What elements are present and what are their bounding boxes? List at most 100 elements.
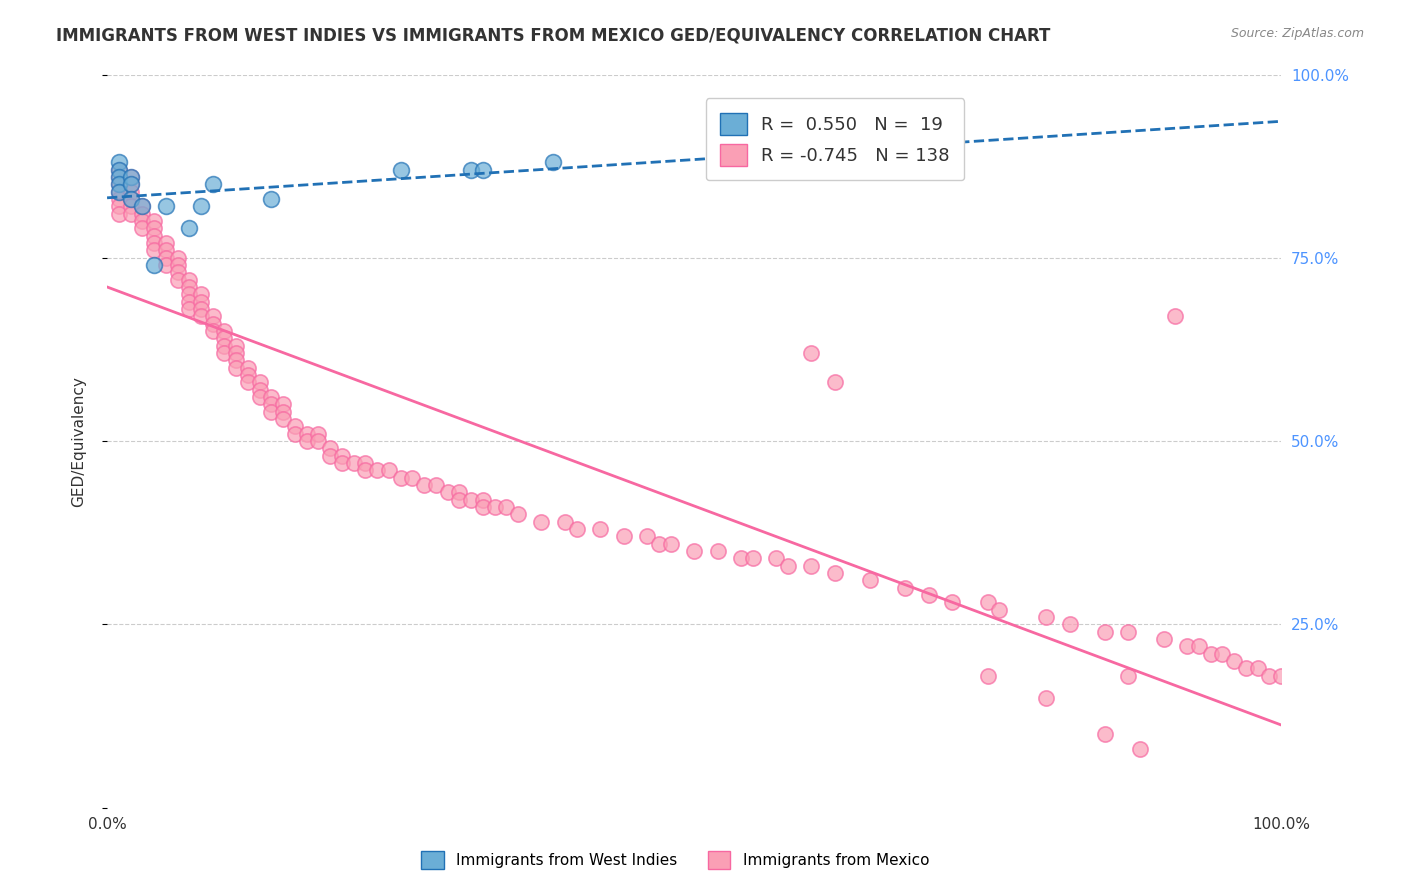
Point xyxy=(824,376,846,390)
Point xyxy=(201,324,224,338)
Point xyxy=(389,162,412,177)
Text: Source: ZipAtlas.com: Source: ZipAtlas.com xyxy=(1230,27,1364,40)
Point xyxy=(918,588,941,602)
Point xyxy=(179,294,201,309)
Point xyxy=(108,162,131,177)
Point xyxy=(120,199,142,213)
Point xyxy=(214,324,236,338)
Point xyxy=(120,178,142,192)
Point xyxy=(1175,640,1198,654)
Point xyxy=(179,302,201,317)
Point xyxy=(730,551,752,566)
Point xyxy=(565,522,588,536)
Point xyxy=(108,185,131,199)
Point xyxy=(249,390,271,404)
Point xyxy=(131,221,153,235)
Point xyxy=(120,178,142,192)
Point xyxy=(1035,610,1057,624)
Point xyxy=(330,456,353,470)
Point xyxy=(108,170,131,185)
Point xyxy=(1164,310,1187,324)
Point xyxy=(460,492,482,507)
Point xyxy=(120,192,142,206)
Point xyxy=(143,228,166,243)
Point xyxy=(343,456,366,470)
Point xyxy=(120,192,142,206)
Point xyxy=(108,170,131,185)
Point xyxy=(179,287,201,301)
Point xyxy=(271,405,294,419)
Point xyxy=(179,273,201,287)
Point xyxy=(765,551,787,566)
Point xyxy=(1094,727,1116,741)
Point xyxy=(131,207,153,221)
Point xyxy=(166,251,188,265)
Point xyxy=(131,199,153,213)
Point xyxy=(214,331,236,345)
Point xyxy=(471,492,494,507)
Point xyxy=(449,492,471,507)
Point xyxy=(260,390,283,404)
Point xyxy=(330,449,353,463)
Point xyxy=(636,529,658,543)
Point xyxy=(295,434,318,449)
Point xyxy=(530,515,553,529)
Point xyxy=(425,478,447,492)
Point xyxy=(143,258,166,272)
Point xyxy=(554,515,576,529)
Point xyxy=(354,456,377,470)
Point xyxy=(1188,640,1211,654)
Point xyxy=(236,360,259,375)
Point xyxy=(449,485,471,500)
Point xyxy=(143,236,166,251)
Point xyxy=(260,192,283,206)
Point xyxy=(108,162,131,177)
Point xyxy=(108,199,131,213)
Point xyxy=(120,185,142,199)
Point xyxy=(354,463,377,477)
Point xyxy=(401,471,423,485)
Point xyxy=(190,310,212,324)
Point xyxy=(319,442,342,456)
Point xyxy=(976,669,998,683)
Point xyxy=(166,258,188,272)
Point xyxy=(284,426,307,441)
Point xyxy=(225,360,247,375)
Point xyxy=(1270,669,1292,683)
Point xyxy=(225,339,247,353)
Point xyxy=(201,178,224,192)
Point xyxy=(859,574,882,588)
Point xyxy=(143,214,166,228)
Point xyxy=(1211,647,1233,661)
Point xyxy=(120,170,142,185)
Point xyxy=(389,471,412,485)
Legend: Immigrants from West Indies, Immigrants from Mexico: Immigrants from West Indies, Immigrants … xyxy=(415,845,935,875)
Point xyxy=(648,537,671,551)
Point xyxy=(506,508,529,522)
Point xyxy=(941,595,963,609)
Point xyxy=(378,463,401,477)
Point xyxy=(120,170,142,185)
Point xyxy=(1035,690,1057,705)
Point xyxy=(1059,617,1081,632)
Point xyxy=(541,155,564,169)
Point xyxy=(366,463,388,477)
Point xyxy=(1234,661,1257,675)
Point xyxy=(236,368,259,383)
Point xyxy=(271,412,294,426)
Point xyxy=(108,185,131,199)
Point xyxy=(683,544,706,558)
Point xyxy=(307,426,329,441)
Point xyxy=(894,581,917,595)
Text: IMMIGRANTS FROM WEST INDIES VS IMMIGRANTS FROM MEXICO GED/EQUIVALENCY CORRELATIO: IMMIGRANTS FROM WEST INDIES VS IMMIGRANT… xyxy=(56,27,1050,45)
Point xyxy=(776,558,799,573)
Point xyxy=(800,346,823,360)
Point xyxy=(214,346,236,360)
Point xyxy=(108,178,131,192)
Point xyxy=(249,383,271,397)
Point xyxy=(436,485,458,500)
Point xyxy=(155,251,177,265)
Point xyxy=(1094,624,1116,639)
Point xyxy=(484,500,506,514)
Point xyxy=(179,221,201,235)
